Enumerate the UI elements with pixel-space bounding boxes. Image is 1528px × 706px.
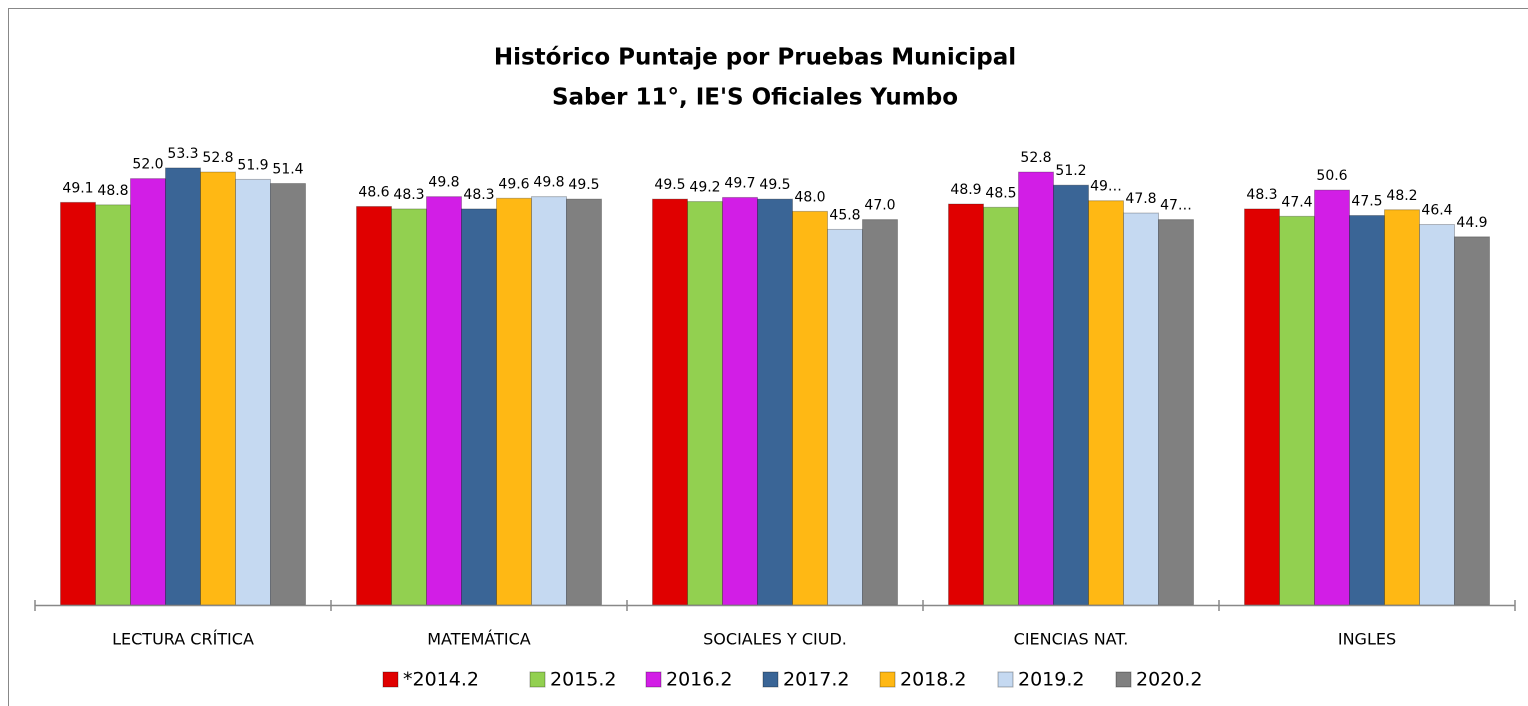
bar (1419, 224, 1455, 606)
legend-label: 2016.2 (666, 669, 732, 691)
value-label: 48.0 (794, 189, 825, 205)
legend-swatch (997, 671, 1014, 688)
bar (1454, 236, 1490, 606)
bar (461, 208, 497, 606)
x-tick-label: CIENCIAS NAT. (1014, 630, 1129, 649)
legend-swatch (879, 671, 896, 688)
legend-swatch (645, 671, 662, 688)
value-label: 49.5 (654, 177, 685, 193)
bar (496, 197, 532, 606)
bar (983, 206, 1019, 606)
value-label: 52.8 (1020, 150, 1051, 166)
value-label: 52.0 (132, 157, 163, 173)
bar (652, 198, 688, 606)
bar (1053, 184, 1089, 606)
bar (200, 171, 236, 606)
value-label: 49.5 (759, 177, 790, 193)
bar (1314, 189, 1350, 606)
legend-swatch (529, 671, 546, 688)
value-label: 51.9 (237, 157, 268, 173)
value-label: 49.1 (62, 180, 93, 196)
bar (391, 208, 427, 606)
bar (827, 228, 863, 606)
legend-label: 2015.2 (550, 669, 616, 691)
bar (165, 167, 201, 606)
legend-label: 2018.2 (900, 669, 966, 691)
value-label: 49.7 (724, 175, 755, 191)
value-label: 51.4 (272, 162, 303, 178)
bar (1384, 209, 1420, 606)
value-label: 47… (1160, 198, 1192, 214)
value-label: 49… (1090, 179, 1122, 195)
value-label: 48.3 (393, 187, 424, 203)
bar (862, 219, 898, 606)
bar (426, 196, 462, 606)
legend-swatch (762, 671, 779, 688)
bar (235, 178, 271, 606)
bar (1088, 200, 1124, 606)
bar (792, 210, 828, 606)
legend-swatch (1115, 671, 1132, 688)
bar (687, 201, 723, 606)
value-label: 47.4 (1281, 194, 1312, 210)
value-label: 48.6 (358, 184, 389, 200)
value-label: 45.8 (829, 207, 860, 223)
value-label: 48.2 (1386, 188, 1417, 204)
value-label: 47.0 (864, 198, 895, 214)
value-label: 44.9 (1456, 215, 1487, 231)
chart-title: Histórico Puntaje por Pruebas Municipal (494, 45, 1016, 71)
bar (948, 203, 984, 606)
bar (1123, 212, 1159, 606)
value-label: 48.3 (463, 187, 494, 203)
value-label: 47.5 (1351, 194, 1382, 210)
value-label: 46.4 (1421, 203, 1452, 219)
value-label: 48.8 (97, 183, 128, 199)
value-label: 49.6 (498, 176, 529, 192)
bar (1349, 215, 1385, 606)
x-tick-label: LECTURA CRÍTICA (112, 630, 254, 649)
bar (566, 198, 602, 606)
bar (1158, 219, 1194, 606)
bar (60, 201, 96, 606)
value-label: 50.6 (1316, 168, 1347, 184)
value-label: 48.3 (1246, 187, 1277, 203)
value-label: 51.2 (1055, 163, 1086, 179)
value-label: 49.2 (689, 180, 720, 196)
value-label: 47.8 (1125, 191, 1156, 207)
bar (1279, 215, 1315, 606)
bar (531, 196, 567, 606)
value-label: 49.5 (568, 177, 599, 193)
bar (356, 205, 392, 606)
bar (270, 183, 306, 606)
legend-label: 2019.2 (1018, 669, 1084, 691)
legend-label: 2020.2 (1136, 669, 1202, 691)
value-label: 52.8 (202, 150, 233, 166)
value-label: 53.3 (167, 146, 198, 162)
bar (95, 204, 131, 606)
x-tick-label: SOCIALES Y CIUD. (703, 630, 847, 649)
bar (757, 198, 793, 606)
x-tick-label: MATEMÁTICA (427, 630, 531, 649)
value-label: 48.5 (985, 185, 1016, 201)
legend-swatch (382, 671, 399, 688)
bar (130, 178, 166, 606)
legend-label: *2014.2 (403, 669, 479, 691)
legend-label: 2017.2 (783, 669, 849, 691)
value-label: 49.8 (428, 175, 459, 191)
bar (1018, 171, 1054, 606)
value-label: 48.9 (950, 182, 981, 198)
bar (1244, 208, 1280, 606)
value-label: 49.8 (533, 175, 564, 191)
bar (722, 196, 758, 606)
x-tick-label: INGLES (1338, 630, 1396, 649)
chart-title: Saber 11°, IE'S Oficiales Yumbo (552, 85, 958, 111)
